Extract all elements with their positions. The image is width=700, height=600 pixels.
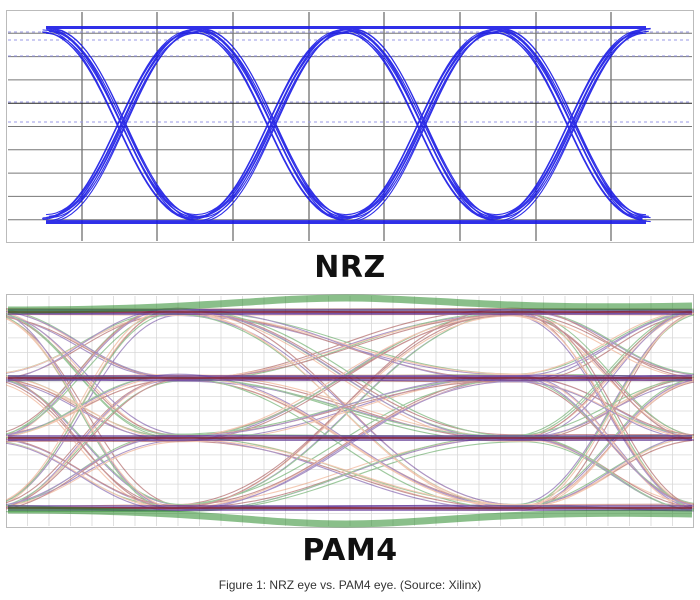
pam4-trace [6,380,694,509]
nrz-label: NRZ [314,250,386,285]
pam4-trace [6,375,694,509]
pam4-trace [6,377,694,509]
pam4-trace [6,307,694,509]
nrz-trace [50,27,651,223]
pam4-trace [6,377,694,512]
pam4-trace [6,379,694,506]
pam4-trace [6,376,694,507]
pam4-trace [6,377,694,510]
pam4-eye-diagram [6,294,694,528]
pam4-trace [6,379,694,511]
pam4-trace [6,310,694,506]
pam4-trace [6,307,694,436]
nrz-eye-diagram [6,10,694,243]
pam4-trace [6,312,694,506]
pam4-trace [6,375,694,509]
pam4-rails [7,294,693,528]
pam4-outer-envelope-bottom [7,506,693,528]
pam4-trace [6,378,694,508]
pam4-trace [6,378,694,509]
nrz-trace [42,31,643,219]
pam4-trace [6,380,694,510]
nrz-grid [8,12,692,241]
pam4-trace [6,315,694,510]
pam4-trace [6,381,694,511]
pam4-trace [6,309,694,507]
pam4-trace [6,375,694,510]
nrz-trace [50,28,651,219]
nrz-trace [42,29,643,220]
nrz-trace [42,31,643,219]
pam4-trace [6,307,694,506]
figure-caption: Figure 1: NRZ eye vs. PAM4 eye. (Source:… [218,578,482,592]
nrz-trace [46,28,647,218]
pam4-trace [6,375,694,506]
pam4-trace [6,377,694,507]
pam4-trace [6,314,694,510]
pam4-trace [6,375,694,507]
pam4-grid [8,296,692,526]
nrz-trace [48,30,649,217]
pam4-outer-envelope-top [7,294,693,314]
nrz-trace [46,28,647,218]
nrz-trace [45,32,646,216]
pam4-trace [6,309,694,510]
nrz-traces [42,26,651,224]
pam4-trace [6,311,694,506]
pam4-label: PAM4 [302,533,398,568]
